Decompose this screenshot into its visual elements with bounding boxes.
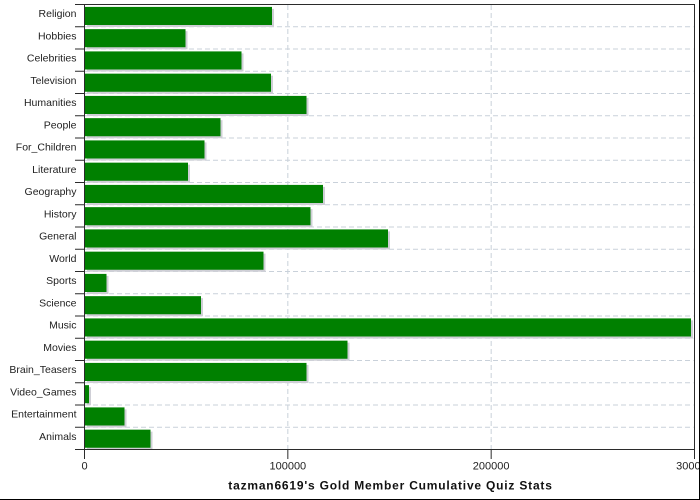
svg-text:300000: 300000 bbox=[676, 461, 700, 473]
svg-text:For_Children: For_Children bbox=[16, 142, 77, 154]
svg-text:Movies: Movies bbox=[43, 342, 76, 354]
svg-text:World: World bbox=[49, 253, 76, 265]
svg-text:Television: Television bbox=[30, 75, 76, 87]
svg-text:Humanities: Humanities bbox=[24, 97, 77, 109]
svg-text:Sports: Sports bbox=[46, 275, 76, 287]
svg-text:Literature: Literature bbox=[32, 164, 77, 176]
svg-text:Music: Music bbox=[49, 320, 76, 332]
svg-text:General: General bbox=[39, 231, 76, 243]
svg-text:Religion: Religion bbox=[39, 8, 77, 20]
svg-text:History: History bbox=[44, 208, 77, 220]
svg-text:Entertainment: Entertainment bbox=[11, 409, 76, 421]
svg-text:Celebrities: Celebrities bbox=[27, 53, 77, 65]
svg-text:People: People bbox=[44, 119, 77, 131]
svg-text:Geography: Geography bbox=[25, 186, 78, 198]
svg-text:200000: 200000 bbox=[473, 461, 510, 473]
svg-text:0: 0 bbox=[81, 461, 87, 473]
svg-text:Science: Science bbox=[39, 297, 77, 309]
svg-text:100000: 100000 bbox=[269, 461, 306, 473]
svg-text:Brain_Teasers: Brain_Teasers bbox=[9, 364, 76, 376]
svg-text:Animals: Animals bbox=[39, 431, 76, 443]
svg-text:Video_Games: Video_Games bbox=[10, 386, 76, 398]
svg-text:tazman6619's Gold Member Cumul: tazman6619's Gold Member Cumulative Quiz… bbox=[228, 479, 552, 493]
svg-text:Hobbies: Hobbies bbox=[38, 30, 77, 42]
